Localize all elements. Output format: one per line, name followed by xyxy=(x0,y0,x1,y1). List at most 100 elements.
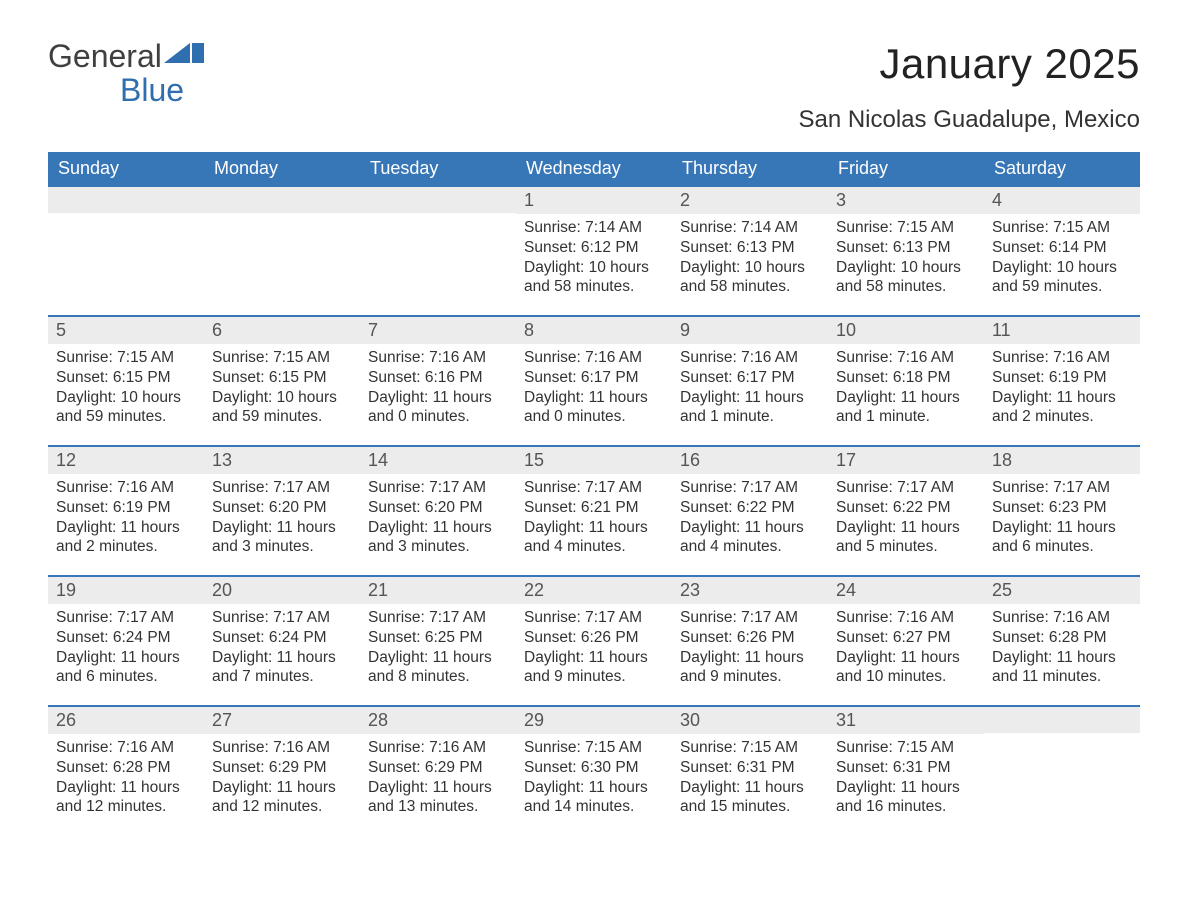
day-cell: 8Sunrise: 7:16 AMSunset: 6:17 PMDaylight… xyxy=(516,317,672,445)
day-cell: 7Sunrise: 7:16 AMSunset: 6:16 PMDaylight… xyxy=(360,317,516,445)
daylight2-text: and 1 minute. xyxy=(836,407,976,427)
daylight2-text: and 11 minutes. xyxy=(992,667,1132,687)
dow-wednesday: Wednesday xyxy=(516,152,672,185)
day-details: Sunrise: 7:17 AMSunset: 6:20 PMDaylight:… xyxy=(204,474,360,565)
day-details: Sunrise: 7:17 AMSunset: 6:21 PMDaylight:… xyxy=(516,474,672,565)
daylight2-text: and 58 minutes. xyxy=(524,277,664,297)
day-cell: 26Sunrise: 7:16 AMSunset: 6:28 PMDayligh… xyxy=(48,707,204,835)
day-number: 5 xyxy=(48,317,204,344)
day-details: Sunrise: 7:14 AMSunset: 6:12 PMDaylight:… xyxy=(516,214,672,305)
day-cell: 17Sunrise: 7:17 AMSunset: 6:22 PMDayligh… xyxy=(828,447,984,575)
daylight1-text: Daylight: 11 hours xyxy=(992,648,1132,668)
sunrise-text: Sunrise: 7:17 AM xyxy=(212,478,352,498)
day-number xyxy=(48,187,204,213)
sunrise-text: Sunrise: 7:16 AM xyxy=(836,608,976,628)
day-details: Sunrise: 7:16 AMSunset: 6:19 PMDaylight:… xyxy=(984,344,1140,435)
day-number: 27 xyxy=(204,707,360,734)
dow-monday: Monday xyxy=(204,152,360,185)
week-row: 1Sunrise: 7:14 AMSunset: 6:12 PMDaylight… xyxy=(48,185,1140,315)
sunrise-text: Sunrise: 7:16 AM xyxy=(992,608,1132,628)
sunrise-text: Sunrise: 7:15 AM xyxy=(524,738,664,758)
sunset-text: Sunset: 6:12 PM xyxy=(524,238,664,258)
day-details: Sunrise: 7:15 AMSunset: 6:13 PMDaylight:… xyxy=(828,214,984,305)
sunset-text: Sunset: 6:28 PM xyxy=(56,758,196,778)
daylight1-text: Daylight: 11 hours xyxy=(836,648,976,668)
day-number: 8 xyxy=(516,317,672,344)
day-number: 15 xyxy=(516,447,672,474)
daylight1-text: Daylight: 11 hours xyxy=(368,648,508,668)
day-cell: 18Sunrise: 7:17 AMSunset: 6:23 PMDayligh… xyxy=(984,447,1140,575)
day-cell: 25Sunrise: 7:16 AMSunset: 6:28 PMDayligh… xyxy=(984,577,1140,705)
daylight2-text: and 9 minutes. xyxy=(524,667,664,687)
day-cell: 31Sunrise: 7:15 AMSunset: 6:31 PMDayligh… xyxy=(828,707,984,835)
sunrise-text: Sunrise: 7:15 AM xyxy=(680,738,820,758)
day-cell: 27Sunrise: 7:16 AMSunset: 6:29 PMDayligh… xyxy=(204,707,360,835)
sunrise-text: Sunrise: 7:14 AM xyxy=(680,218,820,238)
day-number: 6 xyxy=(204,317,360,344)
sunrise-text: Sunrise: 7:17 AM xyxy=(368,478,508,498)
day-details: Sunrise: 7:17 AMSunset: 6:22 PMDaylight:… xyxy=(672,474,828,565)
day-cell: 29Sunrise: 7:15 AMSunset: 6:30 PMDayligh… xyxy=(516,707,672,835)
sunrise-text: Sunrise: 7:17 AM xyxy=(680,478,820,498)
day-cell: 14Sunrise: 7:17 AMSunset: 6:20 PMDayligh… xyxy=(360,447,516,575)
day-cell: 21Sunrise: 7:17 AMSunset: 6:25 PMDayligh… xyxy=(360,577,516,705)
brand-text: General Blue xyxy=(48,40,206,107)
day-details: Sunrise: 7:17 AMSunset: 6:24 PMDaylight:… xyxy=(48,604,204,695)
sunset-text: Sunset: 6:22 PM xyxy=(836,498,976,518)
sunrise-text: Sunrise: 7:16 AM xyxy=(836,348,976,368)
day-cell xyxy=(48,187,204,315)
daylight1-text: Daylight: 11 hours xyxy=(680,388,820,408)
day-number: 31 xyxy=(828,707,984,734)
daylight2-text: and 16 minutes. xyxy=(836,797,976,817)
daylight1-text: Daylight: 11 hours xyxy=(212,778,352,798)
daylight2-text: and 59 minutes. xyxy=(212,407,352,427)
sunset-text: Sunset: 6:24 PM xyxy=(56,628,196,648)
day-details: Sunrise: 7:17 AMSunset: 6:26 PMDaylight:… xyxy=(672,604,828,695)
day-number: 17 xyxy=(828,447,984,474)
brand-word-2: Blue xyxy=(48,72,184,108)
daylight1-text: Daylight: 10 hours xyxy=(992,258,1132,278)
daylight1-text: Daylight: 11 hours xyxy=(212,648,352,668)
week-row: 12Sunrise: 7:16 AMSunset: 6:19 PMDayligh… xyxy=(48,445,1140,575)
daylight1-text: Daylight: 11 hours xyxy=(56,518,196,538)
daylight2-text: and 1 minute. xyxy=(680,407,820,427)
sunrise-text: Sunrise: 7:17 AM xyxy=(212,608,352,628)
day-cell: 23Sunrise: 7:17 AMSunset: 6:26 PMDayligh… xyxy=(672,577,828,705)
daylight2-text: and 7 minutes. xyxy=(212,667,352,687)
day-number: 28 xyxy=(360,707,516,734)
sunset-text: Sunset: 6:14 PM xyxy=(992,238,1132,258)
daylight2-text: and 15 minutes. xyxy=(680,797,820,817)
day-cell: 19Sunrise: 7:17 AMSunset: 6:24 PMDayligh… xyxy=(48,577,204,705)
month-title: January 2025 xyxy=(798,40,1140,88)
daylight2-text: and 8 minutes. xyxy=(368,667,508,687)
day-cell: 20Sunrise: 7:17 AMSunset: 6:24 PMDayligh… xyxy=(204,577,360,705)
day-cell: 28Sunrise: 7:16 AMSunset: 6:29 PMDayligh… xyxy=(360,707,516,835)
day-details: Sunrise: 7:16 AMSunset: 6:16 PMDaylight:… xyxy=(360,344,516,435)
day-number: 29 xyxy=(516,707,672,734)
sunrise-text: Sunrise: 7:15 AM xyxy=(56,348,196,368)
daylight1-text: Daylight: 11 hours xyxy=(524,778,664,798)
week-row: 26Sunrise: 7:16 AMSunset: 6:28 PMDayligh… xyxy=(48,705,1140,835)
day-cell: 4Sunrise: 7:15 AMSunset: 6:14 PMDaylight… xyxy=(984,187,1140,315)
sunset-text: Sunset: 6:17 PM xyxy=(680,368,820,388)
daylight1-text: Daylight: 11 hours xyxy=(56,648,196,668)
daylight1-text: Daylight: 11 hours xyxy=(368,518,508,538)
day-number: 21 xyxy=(360,577,516,604)
sunset-text: Sunset: 6:13 PM xyxy=(680,238,820,258)
sunrise-text: Sunrise: 7:17 AM xyxy=(56,608,196,628)
sunset-text: Sunset: 6:19 PM xyxy=(992,368,1132,388)
sunset-text: Sunset: 6:13 PM xyxy=(836,238,976,258)
day-details: Sunrise: 7:16 AMSunset: 6:29 PMDaylight:… xyxy=(204,734,360,825)
sunrise-text: Sunrise: 7:15 AM xyxy=(992,218,1132,238)
day-cell: 6Sunrise: 7:15 AMSunset: 6:15 PMDaylight… xyxy=(204,317,360,445)
day-cell: 2Sunrise: 7:14 AMSunset: 6:13 PMDaylight… xyxy=(672,187,828,315)
day-number: 19 xyxy=(48,577,204,604)
sunset-text: Sunset: 6:27 PM xyxy=(836,628,976,648)
day-number xyxy=(984,707,1140,733)
daylight1-text: Daylight: 11 hours xyxy=(680,778,820,798)
daylight2-text: and 0 minutes. xyxy=(368,407,508,427)
sunset-text: Sunset: 6:20 PM xyxy=(368,498,508,518)
day-cell: 13Sunrise: 7:17 AMSunset: 6:20 PMDayligh… xyxy=(204,447,360,575)
daylight2-text: and 9 minutes. xyxy=(680,667,820,687)
weeks-container: 1Sunrise: 7:14 AMSunset: 6:12 PMDaylight… xyxy=(48,185,1140,835)
